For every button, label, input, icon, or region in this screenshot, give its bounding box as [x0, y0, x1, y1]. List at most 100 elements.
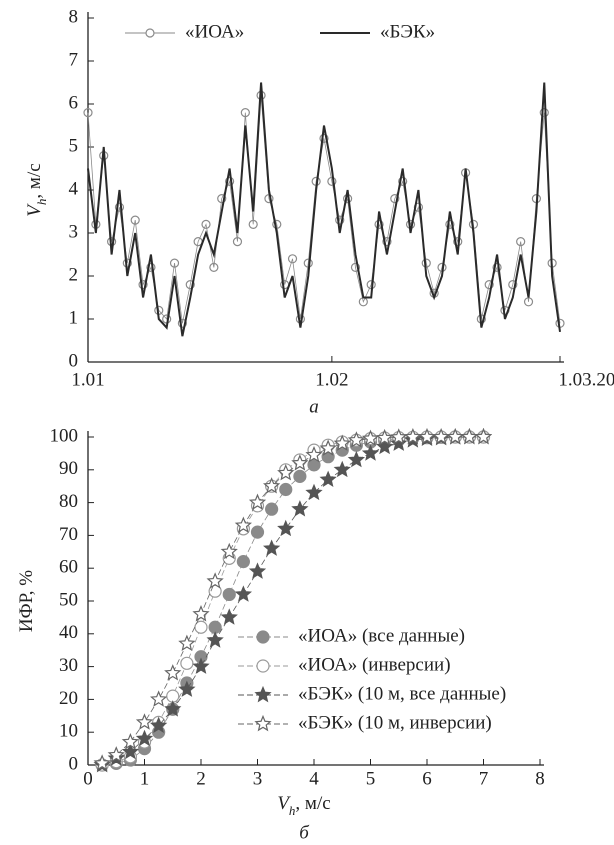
marker [265, 502, 279, 516]
x-tick-label: 6 [422, 768, 432, 789]
marker [192, 605, 210, 622]
marker [254, 685, 272, 703]
legend-label: «БЭК» (10 м, инверсии) [298, 712, 492, 733]
y-tick-label: 70 [59, 524, 78, 545]
y-tick-label: 80 [59, 491, 78, 512]
marker [164, 700, 182, 717]
marker [291, 454, 309, 471]
x-tick-label: 5 [366, 768, 376, 789]
marker [335, 215, 345, 225]
marker [319, 133, 329, 143]
marker [206, 631, 224, 648]
marker [319, 439, 337, 456]
axis-unit: , м/с [295, 793, 330, 814]
y-tick-label: 8 [69, 6, 79, 27]
x-tick-label: 1.03.2020 г. [558, 369, 614, 390]
marker [234, 516, 252, 533]
marker [135, 713, 154, 730]
marker [516, 237, 526, 247]
marker [432, 427, 450, 445]
marker [248, 493, 267, 510]
marker [135, 729, 154, 747]
marker [390, 194, 400, 204]
marker [390, 434, 408, 451]
marker [277, 519, 295, 537]
marker [523, 297, 534, 307]
marker [256, 630, 270, 644]
axis-symbol: V [24, 203, 45, 217]
marker [390, 428, 408, 445]
axis-label-text: ИФР, % [16, 570, 37, 632]
y-tick-label: 0 [69, 350, 79, 371]
marker [319, 470, 337, 487]
marker [404, 427, 422, 445]
y-tick-label: 3 [69, 221, 79, 242]
marker [263, 477, 281, 494]
marker [376, 428, 394, 446]
x-tick-label: 2 [196, 768, 206, 789]
marker [263, 539, 281, 556]
x-tick-label: 8 [535, 768, 545, 789]
x-tick-label: 7 [479, 768, 489, 789]
marker [201, 219, 211, 229]
legend-label: «БЭК» (10 м, все данные) [298, 683, 506, 704]
legend-label: «ИОА» (инверсии) [298, 654, 451, 675]
marker [114, 202, 125, 212]
marker [305, 483, 323, 501]
y-tick-label: 90 [59, 458, 78, 479]
marker [222, 587, 236, 602]
marker [293, 469, 307, 483]
x-tick-label: 1.02 [315, 369, 348, 390]
axis-subscript: h [34, 199, 49, 206]
series-line [101, 436, 484, 766]
marker [232, 237, 243, 247]
marker [220, 542, 238, 560]
x-tick-label: 4 [309, 768, 319, 789]
marker [138, 280, 148, 290]
series-line [87, 82, 561, 337]
marker [209, 262, 219, 272]
marker [150, 716, 168, 733]
marker [130, 215, 140, 225]
axis-label: ИФР, % [16, 570, 37, 632]
marker [240, 107, 250, 118]
marker [347, 450, 365, 468]
marker [474, 427, 493, 445]
marker [192, 657, 210, 674]
marker [446, 427, 464, 445]
y-tick-label: 20 [59, 688, 78, 709]
legend-label: «БЭК» [380, 21, 435, 42]
x-tick-label: 3 [253, 768, 263, 789]
marker [107, 746, 125, 763]
marker [291, 500, 309, 517]
marker [361, 429, 380, 446]
marker [225, 176, 235, 186]
y-tick-label: 0 [69, 753, 79, 774]
marker [121, 742, 139, 760]
y-tick-label: 6 [69, 92, 79, 113]
y-tick-label: 50 [59, 589, 78, 610]
marker [347, 431, 365, 448]
marker [382, 237, 392, 247]
x-tick-label: 1.01 [71, 369, 104, 390]
axis-unit: , м/с [24, 163, 45, 198]
marker [146, 262, 156, 272]
marker [418, 427, 436, 445]
marker [236, 555, 250, 569]
marker [248, 219, 258, 229]
marker [445, 219, 455, 229]
marker [178, 680, 196, 697]
marker [539, 107, 549, 118]
marker [217, 194, 227, 204]
marker [121, 732, 139, 750]
marker [83, 107, 93, 118]
y-tick-label: 60 [59, 557, 78, 578]
y-tick-label: 30 [59, 655, 78, 676]
y-tick-label: 10 [59, 721, 78, 742]
marker [250, 525, 265, 539]
marker [327, 176, 337, 186]
marker [333, 460, 351, 478]
marker [460, 427, 478, 445]
marker [287, 254, 298, 264]
